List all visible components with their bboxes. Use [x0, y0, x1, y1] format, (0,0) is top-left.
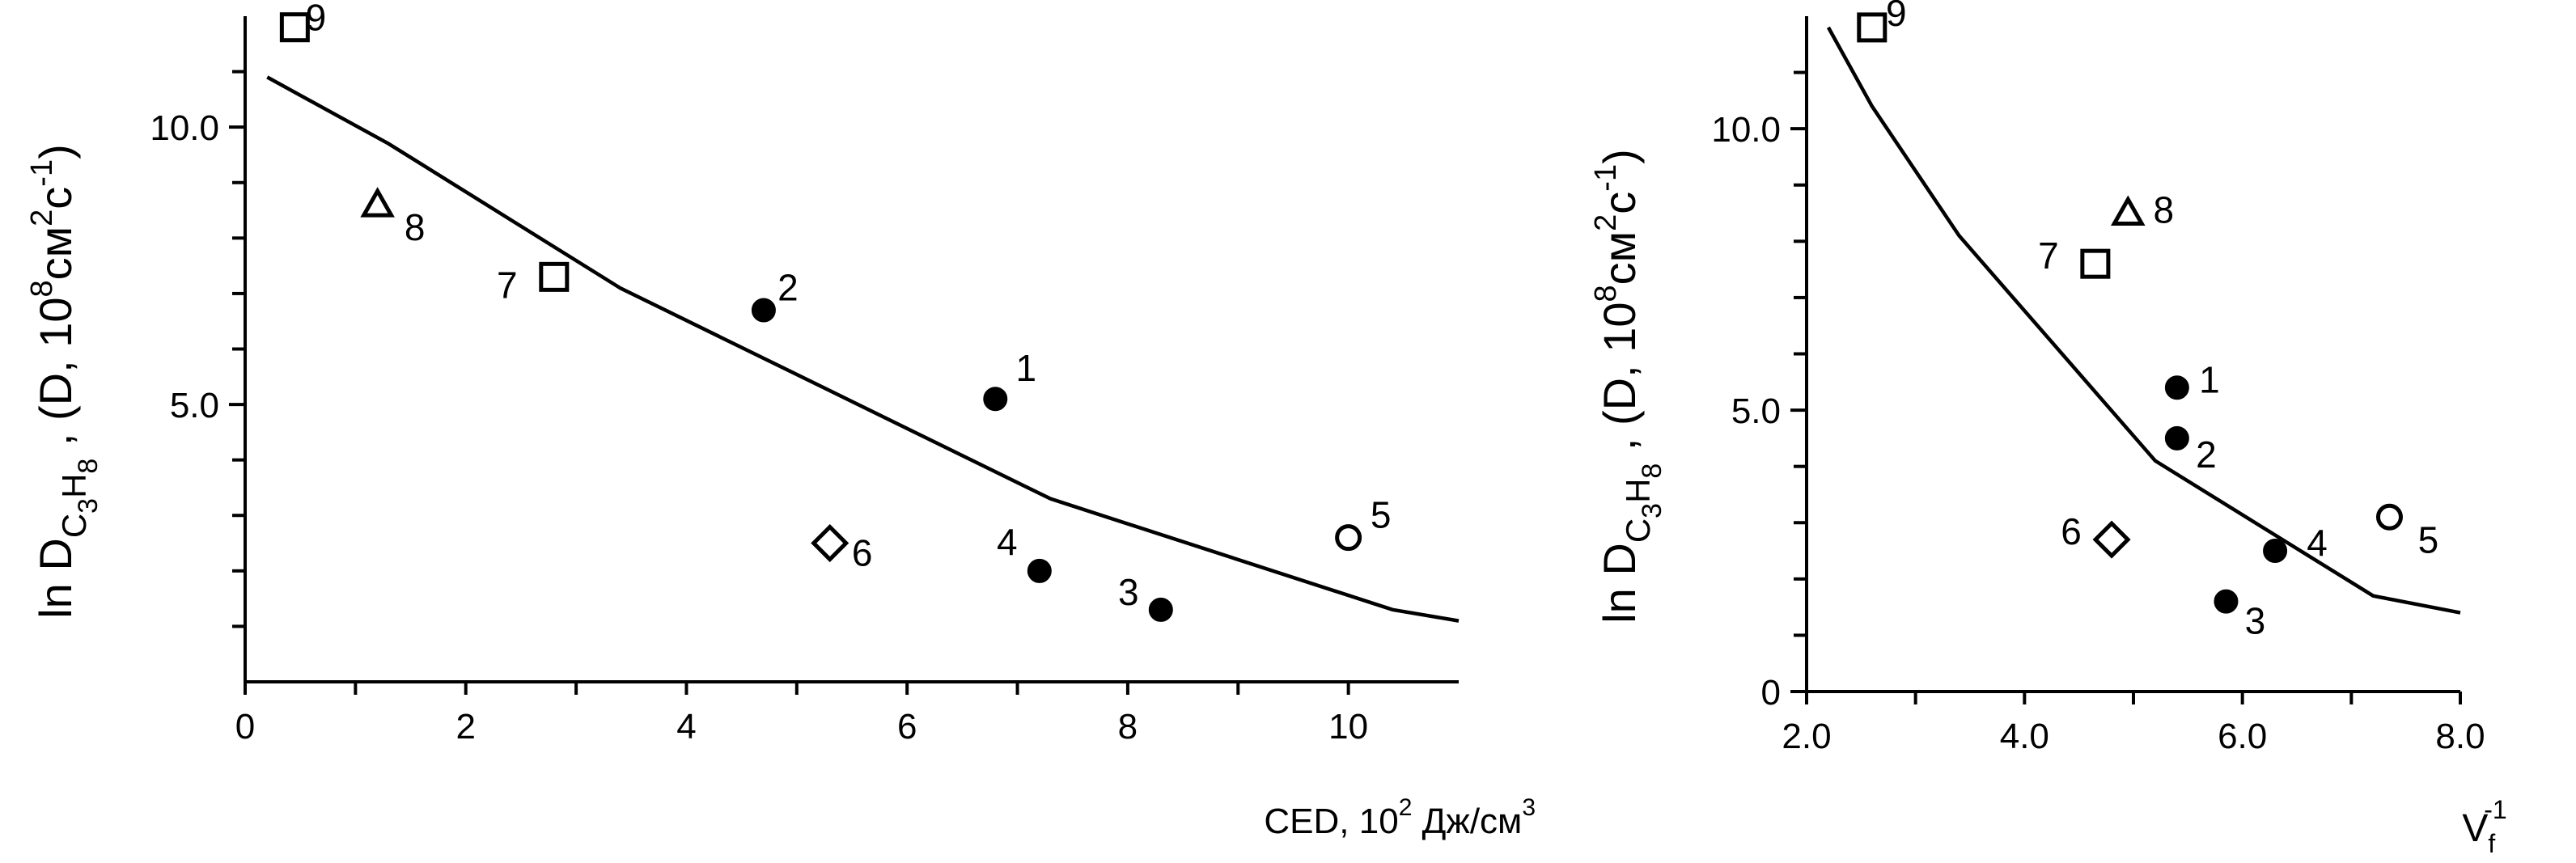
x-tick-label: 8: [1118, 707, 1138, 747]
x-tick-label: 8.0: [2435, 717, 2485, 756]
data-point-1: [2164, 375, 2189, 400]
y-tick-label: 0: [1761, 673, 1781, 713]
data-point-5: [1335, 524, 1362, 552]
point-label-5: 5: [2418, 518, 2439, 561]
chart-panel-2: 2.0 4.0 6.0 8.0 0 5.0 10.0 1 2 34 5 6 7 8 9 Vf-1 ln DC3H…: [1589, 0, 2507, 858]
data-point-2: [751, 298, 776, 323]
x-tick-label: 4.0: [2000, 717, 2049, 756]
point-label-3: 3: [1118, 571, 1139, 613]
y-axis-label: ln DC3H8 , (D, 108см2с-1): [1589, 149, 1667, 624]
chart-panel-1: 0 2 4 6 8 10 5.0 10.0 1 2 3 4 5 6 7 8 9 CED, 102 Дж/см3 ln…: [25, 0, 1536, 841]
x-tick-label: 6: [897, 707, 917, 747]
point-label-6: 6: [852, 532, 873, 574]
point-label-2: 2: [2196, 434, 2217, 476]
point-label-6: 6: [2061, 510, 2082, 552]
x-tick-label: 6.0: [2218, 717, 2267, 756]
data-point-7: [2080, 248, 2111, 279]
data-point-1: [983, 387, 1008, 412]
point-label-7: 7: [497, 264, 518, 306]
y-tick-label: 10.0: [1711, 110, 1781, 150]
point-label-1: 1: [2199, 358, 2220, 400]
x-axis-label: Vf-1: [2462, 795, 2506, 858]
data-point-3: [1148, 597, 1173, 622]
point-label-8: 8: [2153, 189, 2174, 231]
data-point-4: [1027, 558, 1052, 583]
point-label-9: 9: [1886, 0, 1907, 34]
point-label-1: 1: [1015, 347, 1036, 389]
y-tick-label: 10.0: [150, 108, 219, 148]
y-tick-label: 5.0: [1731, 391, 1781, 431]
x-tick-label: 10: [1328, 707, 1368, 747]
fit-line: [266, 75, 1460, 623]
point-label-7: 7: [2038, 235, 2059, 277]
data-point-9: [279, 12, 310, 43]
x-axis-label: CED, 102 Дж/см3: [1264, 794, 1536, 841]
data-point-7: [539, 261, 570, 292]
point-label-9: 9: [306, 0, 327, 39]
y-axis-label: ln DC3H8 , (D, 108см2с-1): [25, 144, 104, 619]
point-label-5: 5: [1371, 494, 1392, 536]
data-point-4: [2263, 539, 2288, 564]
fit-line: [1826, 26, 2461, 615]
point-label-8: 8: [405, 206, 426, 248]
data-point-3: [2214, 589, 2239, 614]
x-tick-label: 4: [676, 707, 696, 747]
x-tick-label: 2.0: [1782, 717, 1831, 756]
y-tick-label: 5.0: [170, 386, 219, 425]
data-point-5: [2375, 503, 2403, 531]
point-label-4: 4: [997, 521, 1018, 563]
point-label-4: 4: [2307, 522, 2328, 564]
data-point-9: [1857, 12, 1888, 43]
point-label-2: 2: [777, 266, 799, 308]
data-point-6: [2092, 520, 2131, 559]
data-point-8: [2110, 195, 2146, 226]
data-point-2: [2164, 425, 2189, 451]
x-tick-label: 0: [235, 707, 255, 747]
data-point-6: [811, 524, 849, 563]
x-tick-label: 2: [455, 707, 475, 747]
data-point-8: [360, 187, 395, 218]
point-label-3: 3: [2245, 600, 2266, 642]
